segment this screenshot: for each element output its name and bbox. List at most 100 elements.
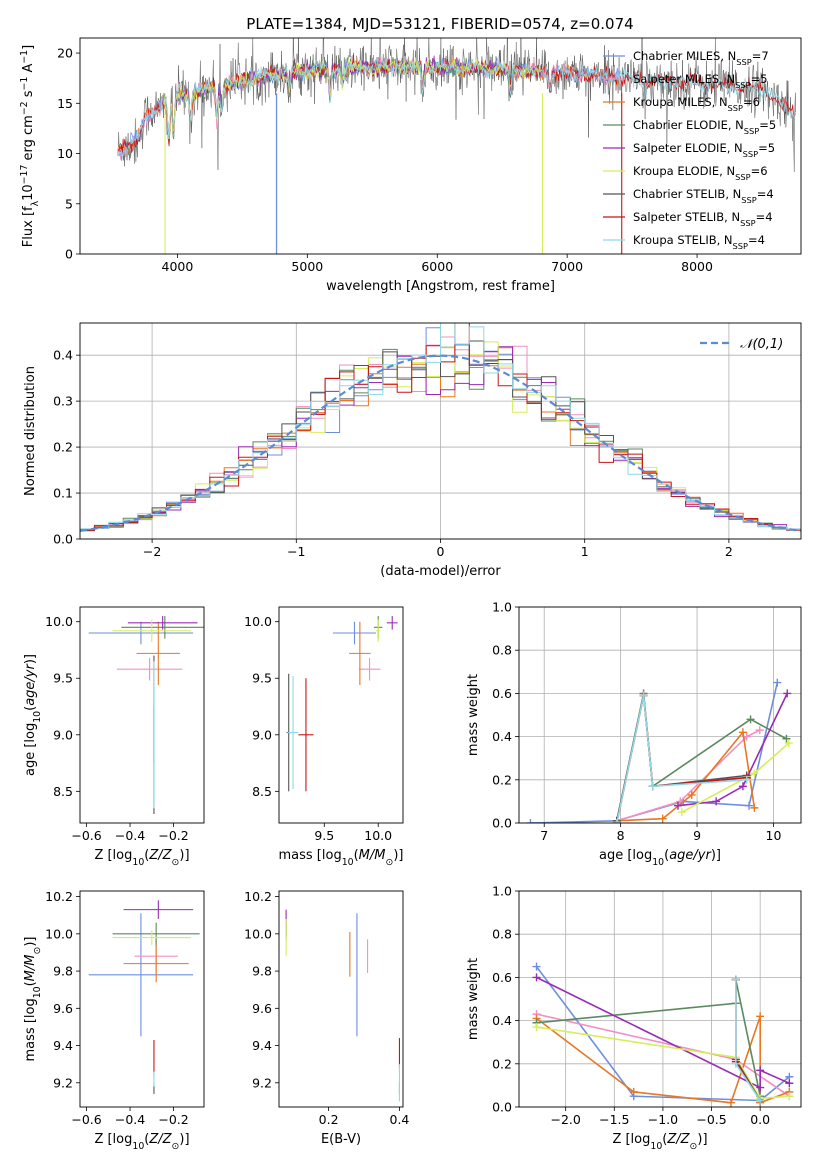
x-tick-label: −1.0 [648,1112,678,1127]
weight-line-kroupa_miles [536,1016,790,1104]
y-tick-label: 10 [57,146,73,161]
y-tick-label: 0.8 [492,643,512,658]
label-part: SSP [744,126,759,136]
label-part: )] [23,937,38,947]
y-tick-label: 0.0 [492,816,512,831]
x-tick-label: −2.0 [550,1112,580,1127]
label-part: SSP [741,195,756,205]
legend-entry: Salpeter STELIB, NSSP=4 [633,210,773,228]
label-part: 10 [32,711,43,723]
legend-entry: Chabrier STELIB, NSSP=4 [633,187,774,205]
y-tick-label: 0.6 [492,970,512,985]
weight-line-chabrier_elodie [536,979,761,1097]
weight-marker-kroupa_elodie [750,769,759,778]
residuals-legend: 𝒩(0,1) [700,337,783,352]
y-tick-label: 10.0 [45,614,73,629]
label-part: ( [354,848,359,863]
label-part: Chabrier STELIB, N [633,187,741,201]
histogram-salpeter_miles [80,336,801,533]
label-part: Kroupa ELODIE, N [633,164,735,178]
x-tick-label: 8000 [681,259,713,274]
weight-line-kroupa_stelib [616,695,747,823]
y-tick-label: 0.2 [492,1056,512,1071]
weight-marker-salpeter_elodie [783,689,792,698]
y-tick-label: 9.2 [53,1075,73,1090]
y-tick-label: 9.5 [252,671,272,686]
mass_vs_Z-panel: −0.6 −0.4 −0.29.29.49.69.810.010.2Z [log10… [23,889,205,1152]
label-part: ⊙ [385,857,393,868]
y-tick-label: 20 [57,46,73,61]
label-part: M/M [359,848,386,863]
label-part: −17 [19,165,30,185]
x-tick-label: −0.6 [71,1112,101,1127]
y-tick-label: 9.0 [53,727,73,742]
weight-marker-kroupa_miles [658,814,667,823]
y-tick-label: 10.2 [244,889,272,904]
x-axis-label: age [log10(age/yr)] [599,848,721,868]
label-part: −2 [19,101,30,115]
weight-marker-salpeter_miles [755,726,764,735]
weight_vs_Z-panel: −2.0 −1.5 −1.0 −0.5 0.0 0.0 0.2 0.4 0.6 0.8 1.0 Z [… [466,884,802,1152]
x-tick-label: −0.2 [158,1112,188,1127]
label-part: )] [697,1132,707,1147]
normal-curve [80,354,801,532]
label-part: −1 [19,50,30,64]
y-axis-label: mass weight [466,674,481,756]
label-part: ⊙ [172,857,180,868]
label-part: )] [179,848,189,863]
label-part: s [21,90,36,101]
label-part: )] [393,848,403,863]
y-tick-label: 9.8 [252,964,272,979]
label-part: age [log [23,723,38,776]
x-tick-label: −0.6 [71,828,101,843]
label-part: ( [23,981,38,986]
residuals-panel: −2 −1 0 1 2 0.0 0.1 0.2 0.3 0.4 (data-model)/error… [23,322,802,579]
label-part: Z [log [94,1132,132,1147]
label-part: SSP [740,218,755,228]
weight-marker-kroupa_stelib [731,1059,740,1068]
label-part: Kroupa MILES, N [633,95,728,109]
weight-line-kroupa_elodie [536,1026,790,1100]
x-tick-label: 10.0 [364,828,392,843]
label-part: λ [30,200,41,206]
weight-marker-kroupa_elodie [532,1023,541,1032]
y-tick-label: 0.2 [53,440,73,455]
label-part: Z [log [94,848,132,863]
label-part: ( [144,1132,149,1147]
x-tick-label: −0.4 [115,1112,145,1127]
weight-marker-kroupa_miles [738,728,747,737]
y-tick-label: 0.4 [492,1013,512,1028]
x-axis-label: E(B-V) [321,1132,361,1147]
label-part: age [log [599,848,652,863]
label-part: age/yr [669,848,712,863]
label-part: 10 [132,1141,144,1152]
y-tick-label: 0.3 [53,394,73,409]
label-part: =4 [756,210,773,224]
weight-marker-kroupa_miles [726,1098,735,1107]
y-tick-label: 0 [65,247,73,262]
label-part: SSP [733,241,748,251]
weight-marker-kroupa_elodie [785,1092,794,1101]
label-part: A [21,64,36,77]
label-part: )] [711,848,721,863]
y-tick-label: 9.6 [53,1001,73,1016]
legend-entry: Kroupa MILES, NSSP=6 [633,95,760,113]
label-part: ( [664,848,669,863]
x-tick-label: −1.5 [599,1112,629,1127]
x-axis-label: (data-model)/error [380,564,501,579]
weight-marker-kroupa_stelib [648,782,657,791]
label-part: ( [144,848,149,863]
x-tick-label: 6000 [421,259,453,274]
age_vs_Z-panel: −0.6 −0.4 −0.28.59.09.510.0Z [log10(Z/Z⊙)]… [23,606,205,868]
x-tick-label: −0.4 [115,828,145,843]
weight-marker-kroupa_miles [687,790,696,799]
age_vs_mass-panel: 9.5 10.0 8.5 9.0 9.5 10.0 mass [log10(M/M⊙)] [244,606,404,868]
x-tick-label: 0.4 [390,1112,410,1127]
y-tick-label: 5 [65,196,73,211]
weight-marker-chabrier_miles [526,819,535,823]
legend-entry: Kroupa ELODIE, NSSP=6 [633,164,768,182]
label-part: Salpeter MILES, N [633,72,735,86]
axes-frame [278,606,404,824]
